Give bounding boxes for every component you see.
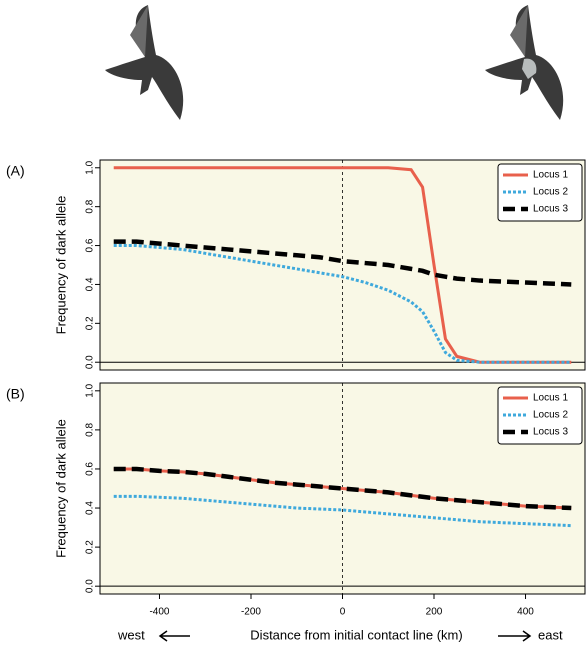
x-tick-label: 0 [340,607,346,618]
x-tick-label: 200 [426,607,443,618]
panel-label: (B) [6,386,25,402]
bird-hooded [485,5,564,120]
y-tick-label: 0.6 [85,238,96,252]
legend-label: Locus 2 [533,410,568,421]
series-line [113,244,572,364]
y-axis-label: Frequency of dark allele [53,419,68,558]
y-tick-label: 1.0 [85,160,96,174]
x-axis-label: Distance from initial contact line (km) [250,627,462,642]
legend-label: Locus 3 [533,427,568,438]
y-tick-label: 0.8 [85,423,96,437]
y-tick-label: 0.6 [85,462,96,476]
legend-box [497,163,583,222]
y-tick-label: 0.0 [85,579,96,593]
panel-label: (A) [6,163,25,179]
legend-label: Locus 2 [533,187,568,198]
y-tick-label: 1.0 [85,383,96,397]
series-line [113,466,572,511]
series-line [113,494,572,528]
legend-box [497,386,583,445]
x-tick-label: 400 [517,607,534,618]
legend-label: Locus 1 [533,393,568,404]
series-line [113,239,572,287]
y-tick-label: 0.4 [85,501,96,515]
plot-frame [99,159,586,371]
y-tick-label: 0.2 [85,316,96,330]
east-arrow [498,630,532,642]
plot-frame [99,382,586,595]
west-arrow [158,630,190,642]
annotation-west: west [117,627,145,642]
y-axis-label: Frequency of dark allele [53,196,68,335]
y-tick-label: 0.4 [85,277,96,291]
legend-label: Locus 1 [533,170,568,181]
legend-label: Locus 3 [533,204,568,215]
y-tick-label: 0.8 [85,199,96,213]
annotation-east: east [538,627,563,642]
y-tick-label: 0.2 [85,540,96,554]
x-tick-label: -400 [149,607,169,618]
y-tick-label: 0.0 [85,355,96,369]
bird-dark [105,5,184,120]
x-tick-label: -200 [241,607,261,618]
